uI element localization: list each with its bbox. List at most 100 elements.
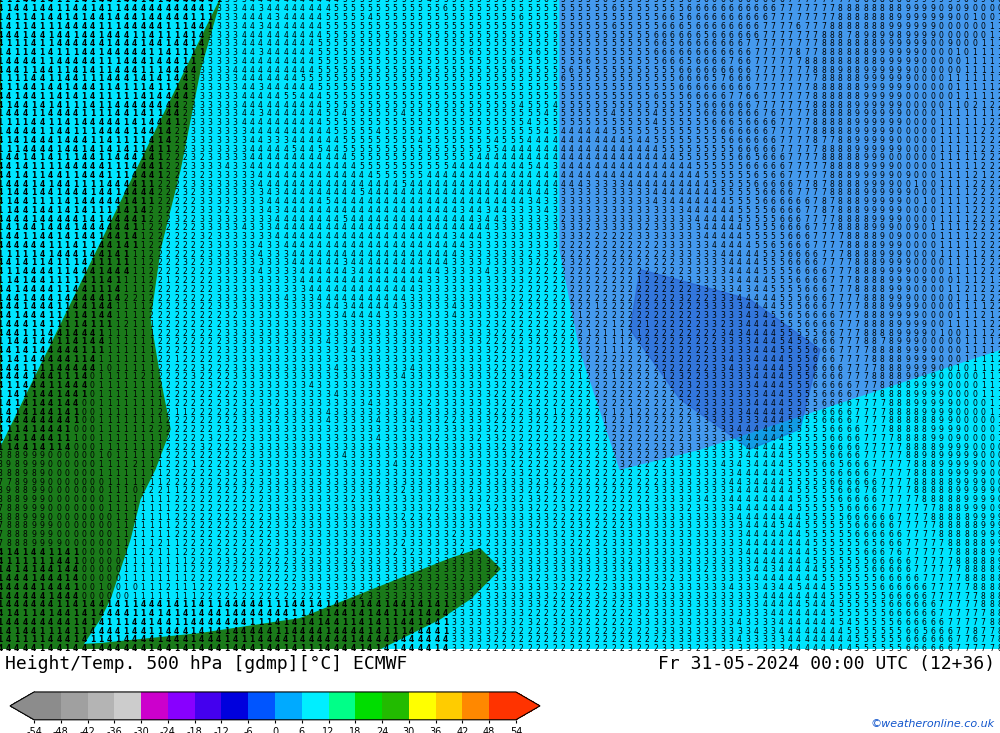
Text: 4: 4 xyxy=(39,337,45,347)
Text: 2: 2 xyxy=(527,285,532,294)
Text: 6: 6 xyxy=(855,469,860,478)
Text: 2: 2 xyxy=(174,259,179,268)
Text: 4: 4 xyxy=(762,512,767,522)
Text: 3: 3 xyxy=(292,487,297,496)
Text: 0: 0 xyxy=(947,293,952,303)
Text: 3: 3 xyxy=(435,565,439,575)
Text: 2: 2 xyxy=(225,548,229,557)
Text: 4: 4 xyxy=(266,48,271,57)
Text: 9: 9 xyxy=(981,530,986,539)
Text: 4: 4 xyxy=(737,478,742,487)
Text: 1: 1 xyxy=(628,408,633,416)
Text: 4: 4 xyxy=(199,636,204,644)
Text: 8: 8 xyxy=(880,4,885,13)
Text: 7: 7 xyxy=(796,162,801,171)
Text: 0: 0 xyxy=(897,171,902,180)
Text: 1: 1 xyxy=(0,127,3,136)
Text: 1: 1 xyxy=(81,215,87,224)
Text: 3: 3 xyxy=(300,337,305,347)
Text: 9: 9 xyxy=(981,512,986,522)
Text: 4: 4 xyxy=(762,302,767,312)
Text: 9: 9 xyxy=(939,460,944,469)
Text: 4: 4 xyxy=(460,197,465,206)
Text: 3: 3 xyxy=(258,425,263,434)
Text: 3: 3 xyxy=(670,478,675,487)
Text: 2: 2 xyxy=(619,276,624,285)
Text: 5: 5 xyxy=(535,118,540,128)
Text: 5: 5 xyxy=(796,425,801,434)
Text: 3: 3 xyxy=(443,346,448,356)
Text: 4: 4 xyxy=(619,136,624,144)
Text: 3: 3 xyxy=(544,250,549,259)
Text: 3: 3 xyxy=(468,521,473,531)
Text: 0: 0 xyxy=(964,364,969,372)
Text: 3: 3 xyxy=(729,337,734,347)
Text: 3: 3 xyxy=(300,460,305,469)
Text: 3: 3 xyxy=(611,565,616,575)
Text: 8: 8 xyxy=(972,530,977,539)
Text: 8: 8 xyxy=(863,276,868,285)
Text: 0: 0 xyxy=(48,504,53,513)
Text: 2: 2 xyxy=(527,390,532,399)
Text: 2: 2 xyxy=(628,241,633,250)
Text: 7: 7 xyxy=(930,583,935,592)
Text: 6: 6 xyxy=(695,66,700,75)
Text: 0: 0 xyxy=(914,206,918,215)
Text: 0: 0 xyxy=(956,328,960,338)
Text: 1: 1 xyxy=(14,162,19,171)
Text: 4: 4 xyxy=(107,311,112,320)
Text: 3: 3 xyxy=(720,556,725,566)
Text: 2: 2 xyxy=(233,311,238,320)
Text: 2: 2 xyxy=(569,425,574,434)
Text: 4: 4 xyxy=(779,416,784,425)
Text: 7: 7 xyxy=(964,592,969,600)
Text: 2: 2 xyxy=(191,452,196,460)
Text: 4: 4 xyxy=(149,609,154,618)
Text: 3: 3 xyxy=(224,180,229,188)
Text: 2: 2 xyxy=(241,496,246,504)
Text: 3: 3 xyxy=(342,399,347,408)
Text: 7: 7 xyxy=(872,416,876,425)
Text: 3: 3 xyxy=(384,434,389,443)
Text: 1: 1 xyxy=(258,644,263,653)
Text: 5: 5 xyxy=(670,0,675,4)
Text: 4: 4 xyxy=(132,627,137,636)
Text: 5: 5 xyxy=(325,40,330,48)
Text: 4: 4 xyxy=(199,31,204,40)
Text: 2: 2 xyxy=(645,636,649,644)
Text: 8: 8 xyxy=(956,556,960,566)
Text: 5: 5 xyxy=(502,48,507,57)
Text: 4: 4 xyxy=(258,171,263,180)
Text: 8: 8 xyxy=(897,381,902,390)
Text: 1: 1 xyxy=(174,31,179,40)
Text: 8: 8 xyxy=(830,100,834,110)
Text: 3: 3 xyxy=(359,565,364,575)
Text: 2: 2 xyxy=(594,452,599,460)
Text: 5: 5 xyxy=(636,0,641,4)
Text: 2: 2 xyxy=(653,302,658,312)
Text: 1: 1 xyxy=(39,162,45,171)
Text: 9: 9 xyxy=(863,109,868,119)
Text: 9: 9 xyxy=(40,496,44,504)
Text: 5: 5 xyxy=(351,40,355,48)
Text: 8: 8 xyxy=(972,556,977,566)
Text: 2: 2 xyxy=(586,232,591,241)
Text: 2: 2 xyxy=(443,416,448,425)
Text: 4: 4 xyxy=(73,364,78,372)
Text: 5: 5 xyxy=(502,109,507,119)
Text: 4: 4 xyxy=(342,452,347,460)
Text: 5: 5 xyxy=(611,13,616,22)
Text: 7: 7 xyxy=(855,364,860,372)
Text: 3: 3 xyxy=(308,574,313,583)
Text: 4: 4 xyxy=(48,425,53,434)
Text: 4: 4 xyxy=(115,600,120,609)
Text: 2: 2 xyxy=(695,337,700,347)
Text: 3: 3 xyxy=(300,496,305,504)
Text: 4: 4 xyxy=(0,355,3,364)
Text: 3: 3 xyxy=(468,390,473,399)
Text: 3: 3 xyxy=(569,574,574,583)
Text: 1: 1 xyxy=(149,74,154,84)
Text: 4: 4 xyxy=(619,144,624,153)
Text: 0: 0 xyxy=(981,443,986,452)
Text: 3: 3 xyxy=(208,127,213,136)
